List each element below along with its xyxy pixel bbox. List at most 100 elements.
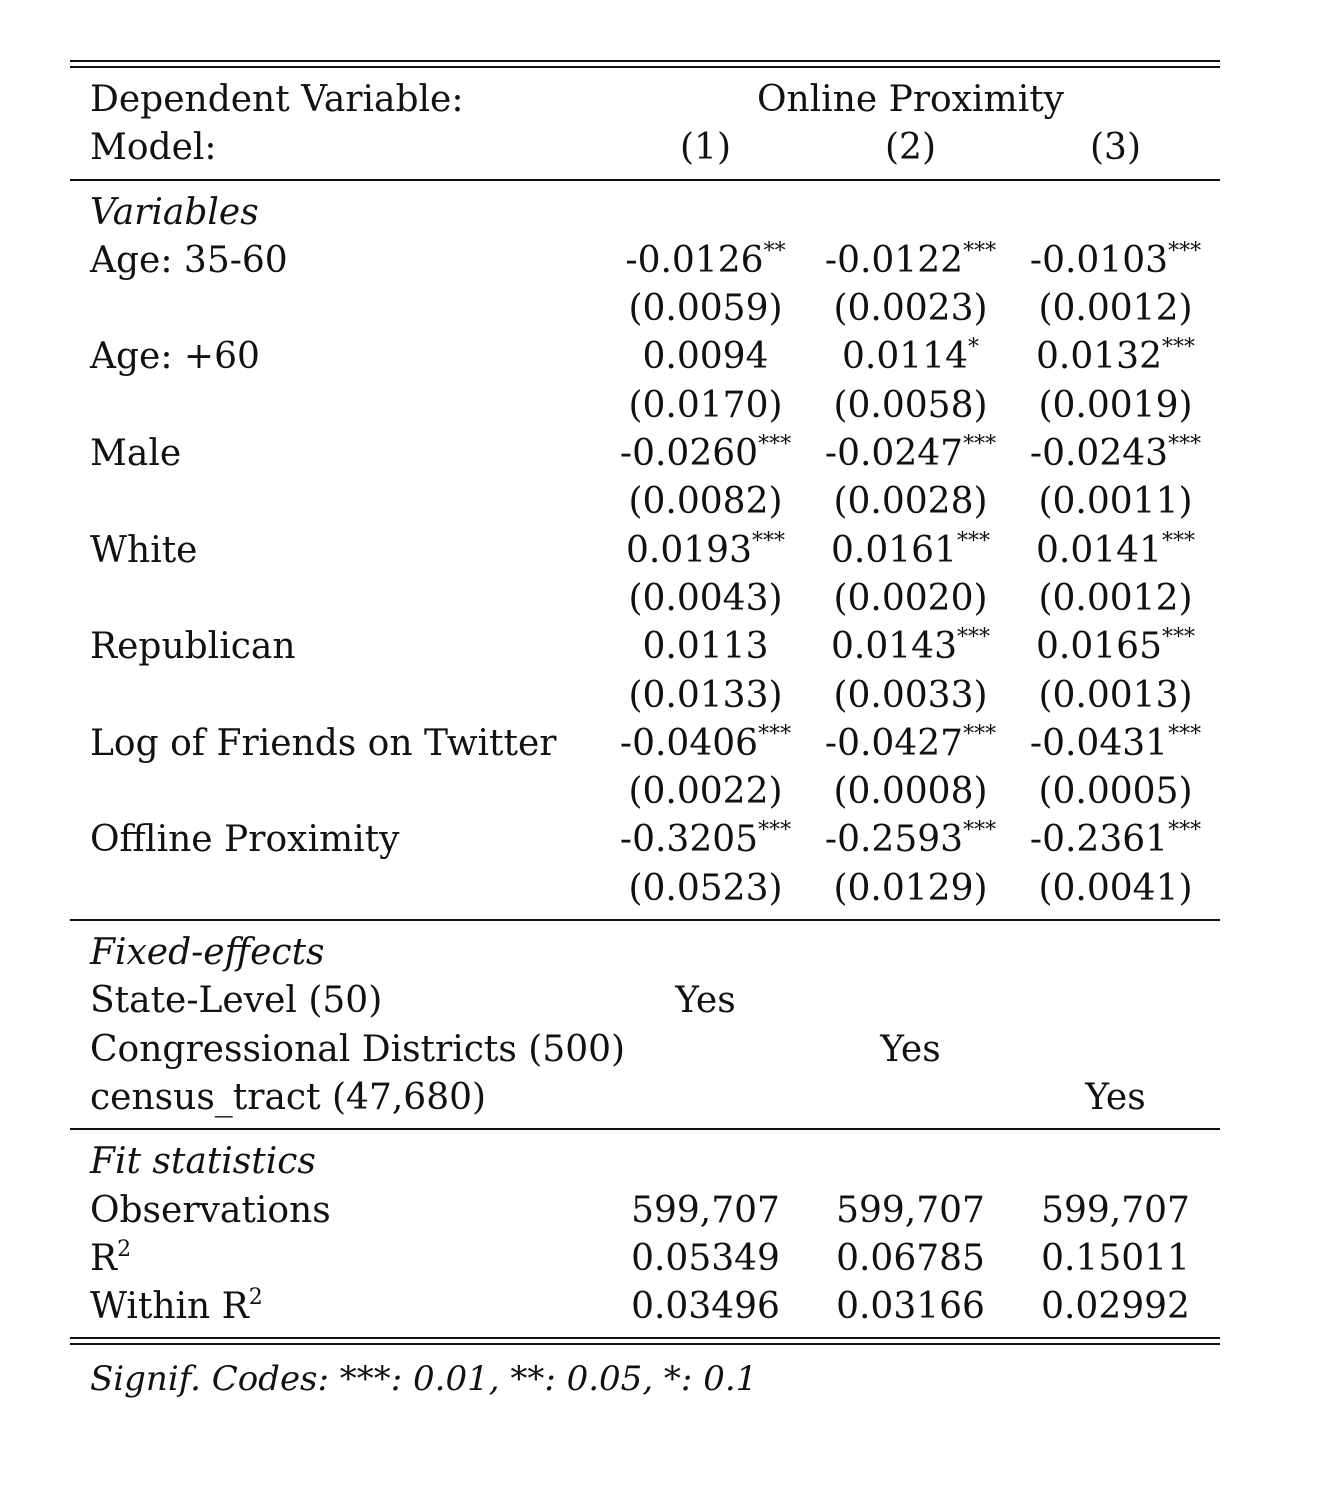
observations-value-2: 599,707 xyxy=(836,1189,985,1231)
significance-stars: *** xyxy=(1168,432,1202,458)
observations-label: Observations xyxy=(90,1189,331,1231)
coef-value: 0.0193 xyxy=(626,529,752,571)
coef-cell: -0.0243*** xyxy=(1013,430,1218,478)
standard-error: (0.0019) xyxy=(1038,384,1193,426)
coef-value: -0.3205 xyxy=(619,819,759,861)
standard-error: (0.0059) xyxy=(628,288,783,330)
r2-row: R2 0.05349 0.06785 0.15011 xyxy=(70,1235,1220,1283)
variable-se-row: (0.0059) (0.0023) (0.0012) xyxy=(70,285,1220,333)
variable-label: Age: +60 xyxy=(90,336,260,378)
within-r2-label-superscript: 2 xyxy=(248,1285,263,1311)
standard-error: (0.0133) xyxy=(628,674,783,716)
r2-label-text: R xyxy=(90,1237,118,1279)
significance-stars: *** xyxy=(1161,625,1195,651)
variable-coef-row: Log of Friends on Twitter -0.0406*** -0.04… xyxy=(70,720,1220,768)
fixed-effect-row: State-Level (50) Yes xyxy=(70,977,1220,1025)
coef-cell: 0.0161*** xyxy=(808,527,1013,575)
coef-value: -0.2593 xyxy=(824,819,964,861)
significance-stars: *** xyxy=(1168,238,1202,264)
within-r2-value-1: 0.03496 xyxy=(631,1286,780,1328)
fixed-effect-label: census_tract (47,680) xyxy=(90,1076,487,1118)
fixed-effect-row: census_tract (47,680) Yes xyxy=(70,1074,1220,1122)
variable-coef-row: Offline Proximity -0.3205*** -0.2593*** -0.… xyxy=(70,816,1220,864)
coef-value: -0.0122 xyxy=(824,239,964,281)
coef-cell: -0.0260*** xyxy=(603,430,808,478)
variable-se-row: (0.0022) (0.0008) (0.0005) xyxy=(70,768,1220,816)
fixed-effect-value: Yes xyxy=(675,980,736,1022)
coef-value: -0.0406 xyxy=(619,722,759,764)
coef-cell: 0.0165*** xyxy=(1013,623,1218,671)
coef-value: 0.0143 xyxy=(831,626,957,668)
regression-table: Dependent Variable: Online Proximity Mod… xyxy=(70,60,1220,1403)
dependent-variable-label: Dependent Variable: xyxy=(90,79,464,120)
variable-label: Age: 35-60 xyxy=(90,239,288,281)
model-row: Model: (1) (2) (3) xyxy=(70,124,1220,172)
variable-coef-row: Age: 35-60 -0.0126** -0.0122*** -0.0103*** xyxy=(70,237,1220,285)
fixed-effects-body: State-Level (50) Yes Congressional Distric… xyxy=(70,977,1220,1122)
variable-se-row: (0.0082) (0.0028) (0.0011) xyxy=(70,478,1220,526)
variable-coef-row: White 0.0193*** 0.0161*** 0.0141*** xyxy=(70,527,1220,575)
variable-label: Log of Friends on Twitter xyxy=(90,722,557,764)
variables-body: Age: 35-60 -0.0126** -0.0122*** -0.0103***(… xyxy=(70,237,1220,913)
coef-cell: 0.0193*** xyxy=(603,527,808,575)
significance-stars: ** xyxy=(763,238,786,264)
coef-cell: -0.0103*** xyxy=(1013,237,1218,285)
r2-label-superscript: 2 xyxy=(117,1236,132,1262)
coef-value: -0.2361 xyxy=(1029,819,1169,861)
observations-value-3: 599,707 xyxy=(1041,1189,1190,1231)
coef-value: 0.0161 xyxy=(831,529,957,571)
significance-stars: *** xyxy=(1168,721,1202,747)
coef-value: 0.0094 xyxy=(642,336,769,378)
variable-se-row: (0.0170) (0.0058) (0.0019) xyxy=(70,382,1220,430)
coef-cell: -0.0247*** xyxy=(808,430,1013,478)
coef-cell: 0.0143*** xyxy=(808,623,1013,671)
within-r2-value-3: 0.02992 xyxy=(1041,1286,1190,1328)
observations-row: Observations 599,707 599,707 599,707 xyxy=(70,1187,1220,1235)
significance-codes-note: Signif. Codes: ***: 0.01, **: 0.05, *: 0… xyxy=(90,1359,758,1400)
coef-cell: -0.0406*** xyxy=(603,720,808,768)
standard-error: (0.0005) xyxy=(1038,771,1193,813)
standard-error: (0.0523) xyxy=(628,867,783,909)
coef-value: 0.0165 xyxy=(1036,626,1162,668)
variable-coef-row: Age: +60 0.0094 0.0114* 0.0132*** xyxy=(70,333,1220,381)
coef-cell: -0.0427*** xyxy=(808,720,1013,768)
observations-value-1: 599,707 xyxy=(631,1189,780,1231)
bottom-double-rule xyxy=(70,1337,1220,1346)
standard-error: (0.0020) xyxy=(833,577,988,619)
standard-error: (0.0012) xyxy=(1038,288,1193,330)
model-header-2: (2) xyxy=(885,127,936,169)
variable-label: Republican xyxy=(90,626,296,668)
variable-label: Offline Proximity xyxy=(90,819,400,861)
standard-error: (0.0022) xyxy=(628,771,783,813)
fixed-effect-label: State-Level (50) xyxy=(90,980,383,1022)
significance-stars: *** xyxy=(963,238,997,264)
coef-cell: 0.0132*** xyxy=(1013,333,1218,381)
coef-cell: 0.0113 xyxy=(603,623,808,671)
standard-error: (0.0170) xyxy=(628,384,783,426)
variable-coef-row: Male -0.0260*** -0.0247*** -0.0243*** xyxy=(70,430,1220,478)
dependent-variable-value: Online Proximity xyxy=(756,79,1065,120)
within-r2-value-2: 0.03166 xyxy=(836,1286,985,1328)
significance-stars: *** xyxy=(963,721,997,747)
fixed-effects-rule xyxy=(70,1128,1220,1131)
standard-error: (0.0011) xyxy=(1038,481,1193,523)
significance-stars: *** xyxy=(751,528,785,554)
coef-value: 0.0113 xyxy=(642,626,769,668)
coef-cell: -0.2593*** xyxy=(808,816,1013,864)
coef-value: -0.0427 xyxy=(824,722,964,764)
fixed-effect-value: Yes xyxy=(880,1028,941,1070)
coef-value: -0.0126 xyxy=(625,239,764,281)
fixed-effect-label: Congressional Districts (500) xyxy=(90,1028,626,1070)
standard-error: (0.0033) xyxy=(833,674,988,716)
standard-error: (0.0013) xyxy=(1038,674,1193,716)
fixed-effects-section-title-row: Fixed-effects xyxy=(70,929,1220,977)
standard-error: (0.0129) xyxy=(833,867,988,909)
coef-value: 0.0132 xyxy=(1036,336,1162,378)
fixed-effect-value: Yes xyxy=(1085,1076,1146,1118)
variable-se-row: (0.0133) (0.0033) (0.0013) xyxy=(70,672,1220,720)
significance-stars: *** xyxy=(1161,528,1195,554)
coef-cell: -0.3205*** xyxy=(603,816,808,864)
coef-value: -0.0260 xyxy=(619,433,759,475)
standard-error: (0.0041) xyxy=(1038,867,1193,909)
coef-value: -0.0247 xyxy=(824,433,964,475)
